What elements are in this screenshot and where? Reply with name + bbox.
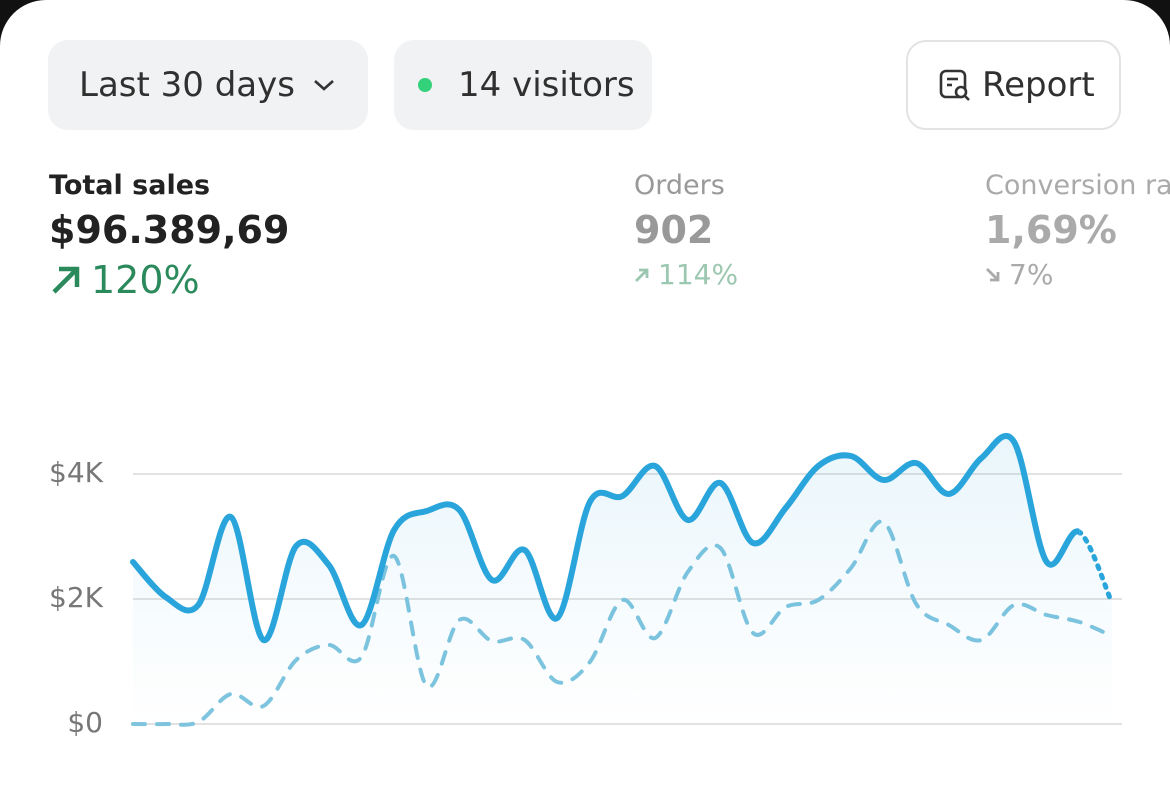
metric-value: $96.389,69	[49, 208, 290, 252]
visitors-label: 14 visitors	[458, 65, 635, 105]
arrow-up-icon	[635, 268, 649, 282]
metric-label: Conversion rate	[985, 170, 1170, 201]
y-tick-label: $2K	[49, 581, 104, 614]
metric-label: Total sales	[49, 170, 211, 201]
area	[133, 435, 1112, 724]
line-current	[130, 433, 1080, 644]
report-icon	[939, 69, 970, 101]
metric-change: 120%	[49, 258, 289, 302]
chevron-icon	[314, 80, 334, 91]
arrow-up-icon	[52, 266, 80, 294]
chart: $0 $2K $4K	[49, 433, 1122, 739]
y-tick-label: $4K	[49, 456, 104, 489]
metric-value: 1,69%	[985, 208, 1117, 252]
metric-change: 114%	[634, 258, 738, 291]
arrow-down-icon	[986, 267, 1000, 281]
metric-total-sales[interactable]: Total sales $96.389,69 120%	[49, 170, 289, 302]
report-label: Report	[982, 65, 1095, 105]
report-button[interactable]: Report	[906, 40, 1121, 130]
visitors-button[interactable]: 14 visitors	[394, 40, 652, 130]
metric-change: 7%	[985, 258, 1170, 291]
range-button[interactable]: Last 30 days	[48, 40, 368, 130]
change-value: 7%	[1009, 258, 1054, 291]
y-tick-label: $0	[67, 706, 103, 739]
live-dot	[418, 78, 432, 92]
metric-conversion[interactable]: Conversion rate 1,69% 7%	[985, 170, 1170, 291]
metric-orders[interactable]: Orders 902 114%	[634, 170, 738, 291]
range-label: Last 30 days	[79, 65, 295, 105]
change-value: 120%	[91, 258, 200, 302]
change-value: 114%	[658, 258, 739, 291]
metric-label: Orders	[634, 170, 725, 201]
metric-value: 902	[634, 208, 714, 252]
